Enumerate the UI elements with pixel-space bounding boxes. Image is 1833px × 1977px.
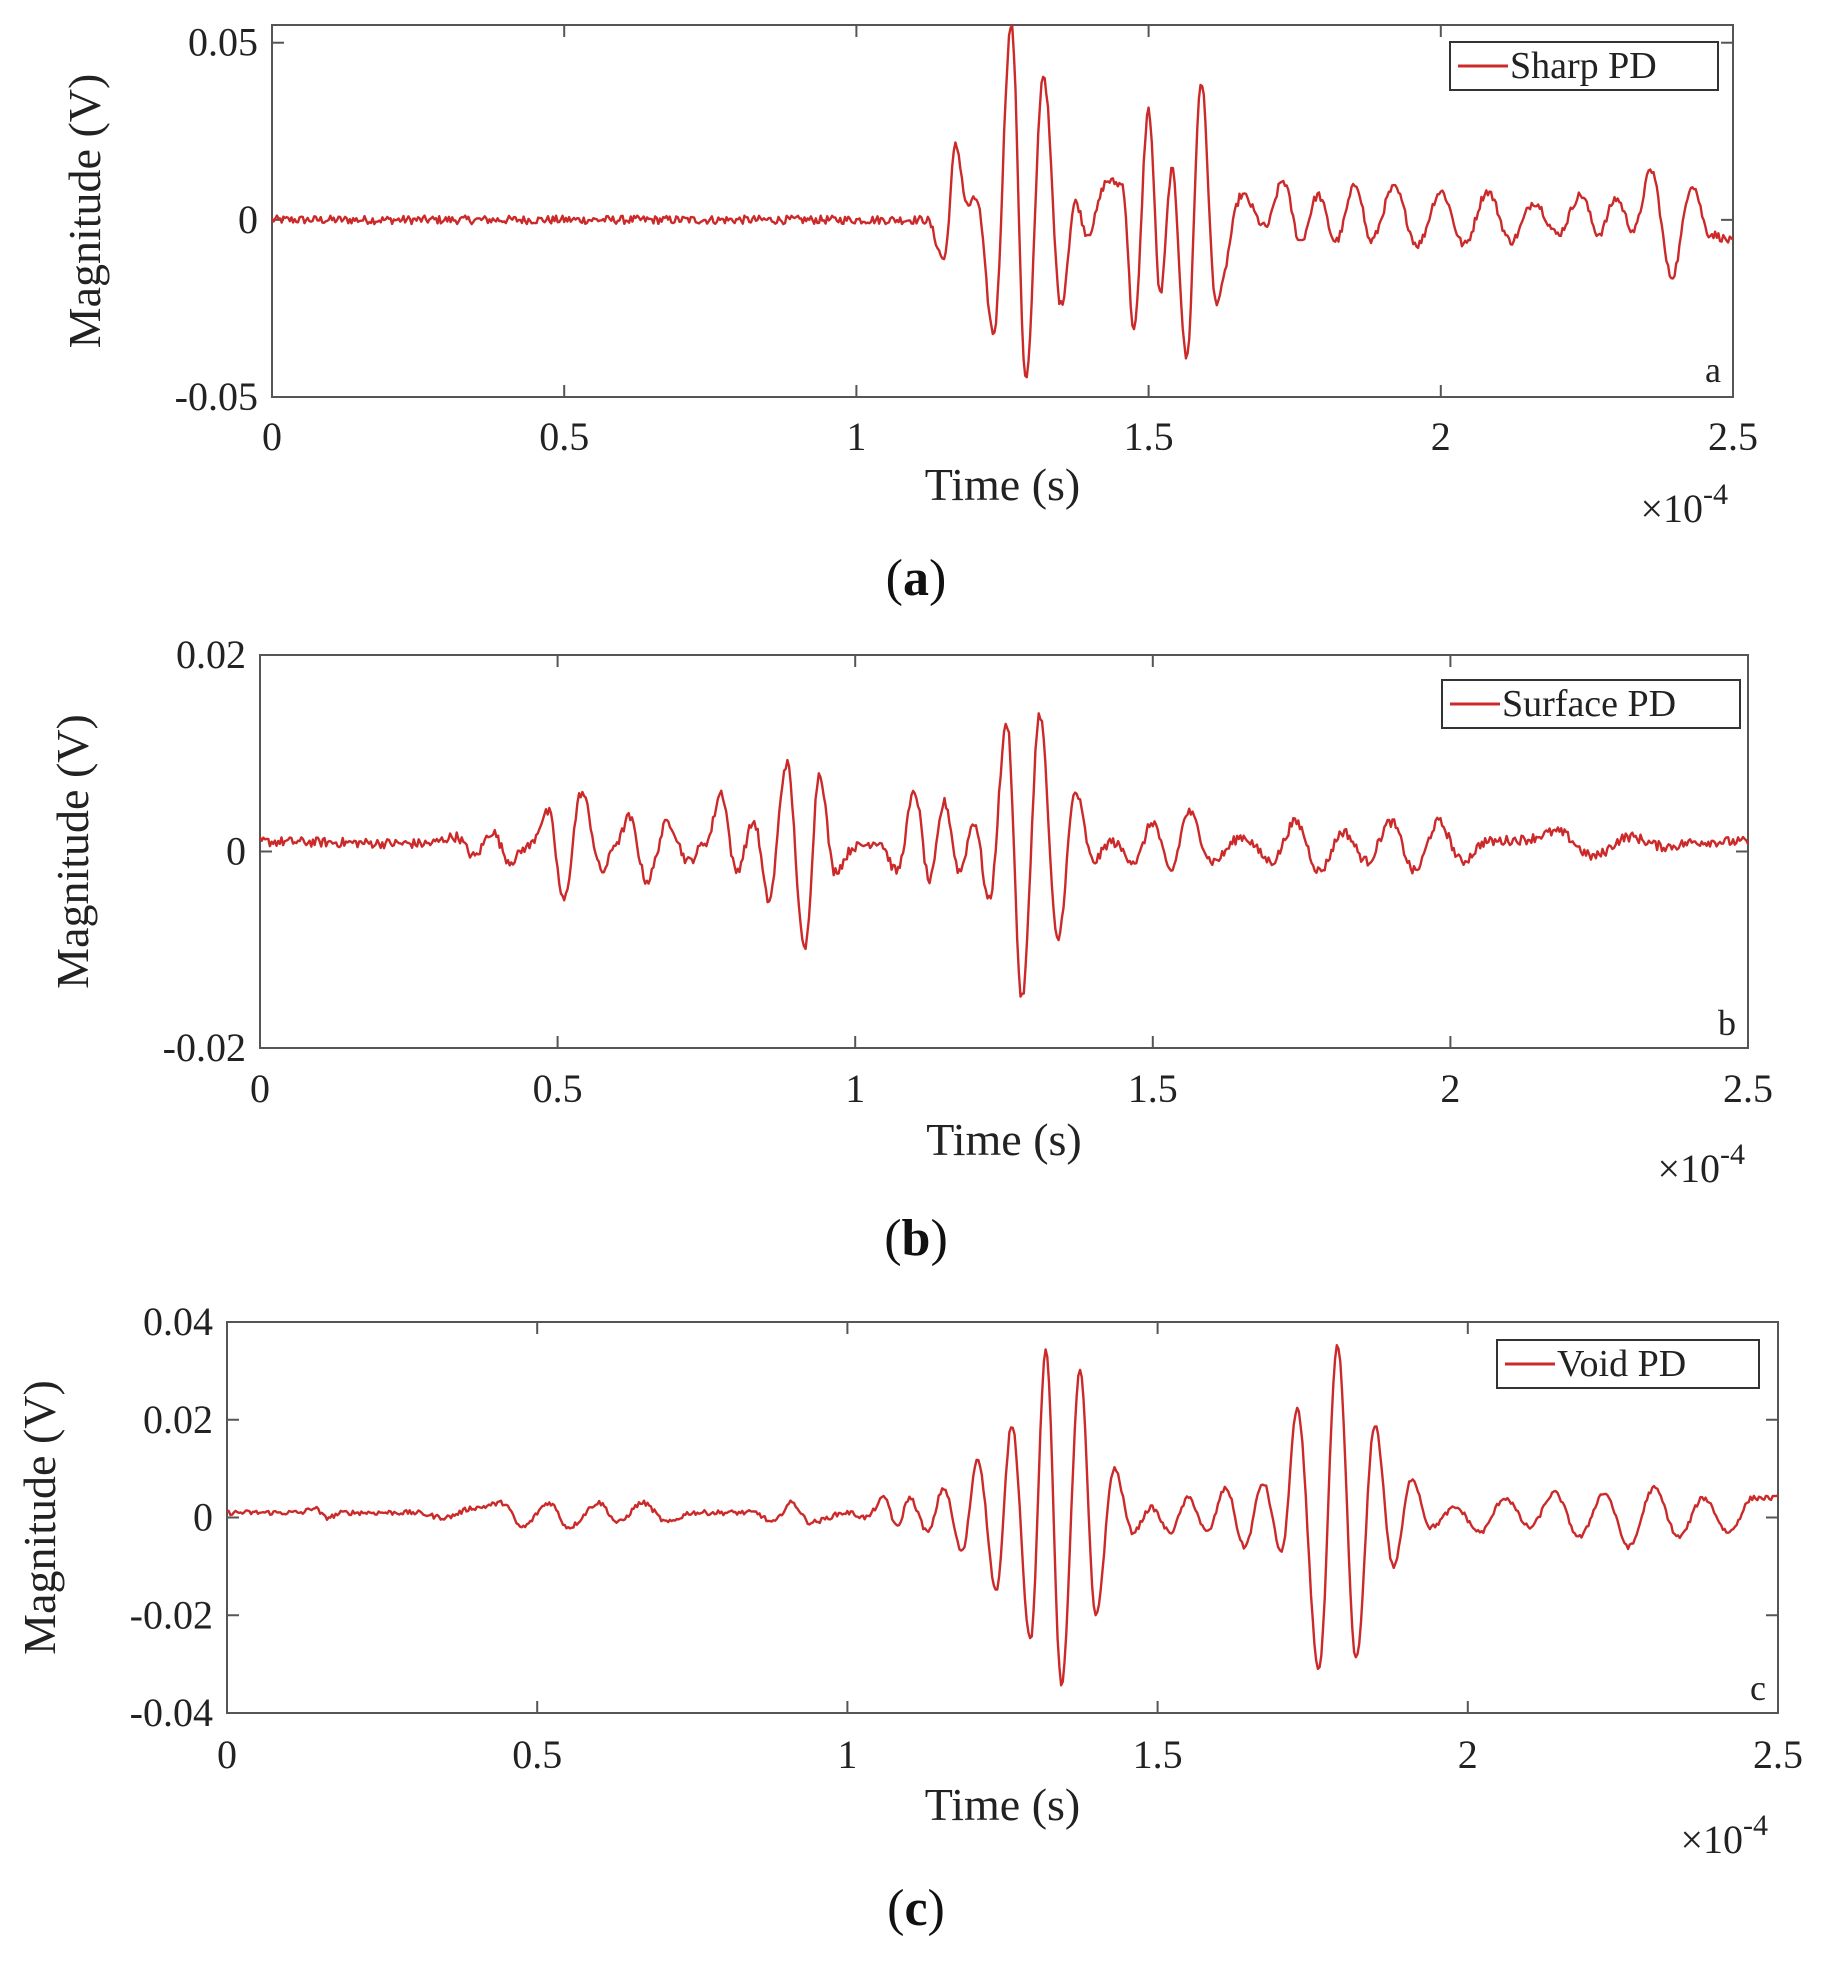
x-tick-label: 1.5 — [1133, 1732, 1183, 1777]
y-tick-label: 0.05 — [188, 20, 258, 65]
x-tick-label: 1.5 — [1124, 414, 1174, 459]
x-axis-label: Time (s) — [926, 1114, 1082, 1165]
y-tick-label: -0.02 — [163, 1025, 246, 1070]
y-tick-label: 0.04 — [143, 1299, 213, 1344]
legend: Void PD — [1496, 1339, 1760, 1389]
x-tick-label: 0.5 — [512, 1732, 562, 1777]
x-tick-label: 2.5 — [1753, 1732, 1803, 1777]
y-tick-label: 0.02 — [143, 1397, 213, 1442]
x-tick-label: 0.5 — [539, 414, 589, 459]
signal-line-a — [270, 24, 1734, 379]
x-tick-label: 0 — [262, 414, 282, 459]
panel-caption: (c) — [887, 1880, 945, 1937]
x-tick-label: 0 — [250, 1066, 270, 1111]
y-axis-label: Magnitude (V) — [47, 714, 98, 989]
x-tick-label: 2 — [1431, 414, 1451, 459]
panel-corner-letter: b — [1718, 1003, 1736, 1043]
x-axis-label: Time (s) — [925, 1779, 1081, 1830]
signal-line-b — [258, 712, 1750, 998]
y-tick-label: -0.04 — [130, 1690, 213, 1735]
panel-corner-letter: a — [1705, 350, 1721, 390]
x-tick-label: 2 — [1458, 1732, 1478, 1777]
signal-line-c — [226, 1344, 1779, 1687]
x-tick-label: 0.5 — [533, 1066, 583, 1111]
y-axis-label: Magnitude (V) — [14, 1380, 65, 1655]
legend-label: Surface PD — [1502, 683, 1676, 725]
y-axis-label: Magnitude (V) — [59, 74, 110, 349]
y-tick-label: 0 — [226, 829, 246, 874]
legend-label: Void PD — [1557, 1343, 1686, 1385]
x-tick-label: 2.5 — [1723, 1066, 1773, 1111]
x-tick-label: 1.5 — [1128, 1066, 1178, 1111]
y-tick-label: -0.02 — [130, 1592, 213, 1637]
y-tick-label: 0 — [238, 197, 258, 242]
panel-corner-letter: c — [1750, 1668, 1766, 1708]
chart-panel-c: 0 0.5 1 1.5 2 2.5 -0.04 -0.02 0 0.02 0.04 Void PD c T… — [14, 1299, 1803, 1937]
x-axis-multiplier: ×10-4 — [1640, 478, 1728, 531]
y-tick-label: 0.02 — [176, 632, 246, 677]
x-tick-label: 1 — [837, 1732, 857, 1777]
x-tick-label: 2.5 — [1708, 414, 1758, 459]
x-tick-label: 0 — [217, 1732, 237, 1777]
legend-label: Sharp PD — [1510, 45, 1657, 87]
panel-caption: (b) — [884, 1210, 948, 1267]
x-tick-label: 1 — [845, 1066, 865, 1111]
y-tick-label: 0 — [193, 1495, 213, 1540]
legend: Surface PD — [1441, 679, 1741, 729]
x-axis-label: Time (s) — [925, 459, 1081, 510]
x-tick-label: 1 — [846, 414, 866, 459]
x-tick-label: 2 — [1440, 1066, 1460, 1111]
panel-caption: (a) — [886, 550, 947, 607]
legend: Sharp PD — [1449, 41, 1719, 91]
x-axis-multiplier: ×10-4 — [1680, 1809, 1768, 1862]
x-axis-multiplier: ×10-4 — [1657, 1138, 1745, 1191]
y-tick-label: -0.05 — [175, 374, 258, 419]
